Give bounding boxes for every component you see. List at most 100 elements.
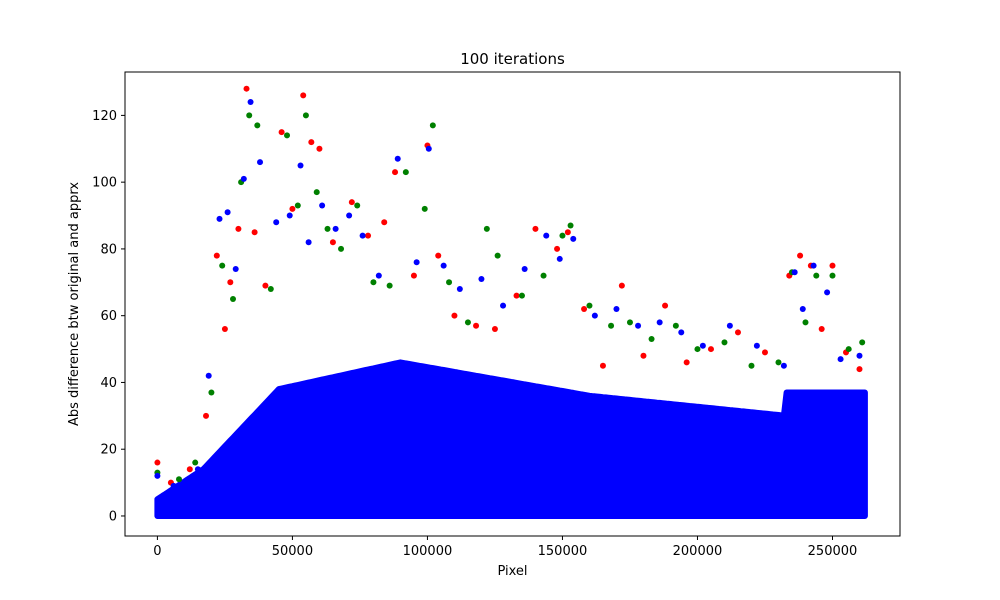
data-point <box>810 262 817 269</box>
data-point <box>208 389 215 396</box>
data-point <box>556 255 563 262</box>
data-point <box>338 245 345 252</box>
data-point <box>227 279 234 286</box>
data-point <box>802 319 809 326</box>
data-point <box>591 312 598 319</box>
data-point <box>365 232 372 239</box>
data-point <box>813 272 820 279</box>
data-point <box>243 85 250 92</box>
data-point <box>346 212 353 219</box>
data-point <box>456 285 463 292</box>
data-point <box>818 326 825 333</box>
data-point <box>761 349 768 356</box>
data-point <box>246 112 253 119</box>
data-point <box>483 225 490 232</box>
y-tick-label: 120 <box>92 109 117 124</box>
data-point <box>375 272 382 279</box>
data-point <box>799 306 806 313</box>
data-point <box>707 346 714 353</box>
data-point <box>170 482 177 489</box>
bulk-blue-points <box>154 359 868 519</box>
data-point <box>154 459 161 466</box>
data-point <box>381 219 388 226</box>
data-point <box>429 122 436 129</box>
data-point <box>213 252 220 259</box>
data-point <box>699 342 706 349</box>
data-point <box>286 212 293 219</box>
data-point <box>824 289 831 296</box>
data-point <box>613 306 620 313</box>
y-axis-ticks: 0 20 40 60 80 100 120 <box>92 109 125 524</box>
data-point <box>186 466 193 473</box>
data-point <box>829 272 836 279</box>
data-point <box>608 322 615 329</box>
y-tick-label: 20 <box>100 443 117 458</box>
data-point <box>554 245 561 252</box>
data-point <box>435 252 442 259</box>
data-point <box>494 252 501 259</box>
data-point <box>518 292 525 299</box>
data-point <box>451 312 458 319</box>
data-point <box>532 225 539 232</box>
data-point <box>859 339 866 346</box>
data-point <box>648 336 655 343</box>
data-point <box>672 322 679 329</box>
data-point <box>205 372 212 379</box>
data-point <box>856 366 863 373</box>
data-point <box>464 319 471 326</box>
data-point <box>329 239 336 246</box>
y-tick-label: 0 <box>109 509 117 524</box>
data-point <box>359 232 366 239</box>
data-point <box>559 232 566 239</box>
data-point <box>257 159 264 166</box>
data-point <box>694 346 701 353</box>
data-point <box>446 279 453 286</box>
data-point <box>683 359 690 366</box>
data-point <box>302 112 309 119</box>
data-point <box>254 122 261 129</box>
bulk-point-cloud <box>154 359 868 519</box>
data-point <box>216 215 223 222</box>
data-point <box>194 466 201 473</box>
data-point <box>797 252 804 259</box>
y-axis-label: Abs difference btw original and apprx <box>67 182 82 426</box>
data-point <box>262 282 269 289</box>
data-point <box>324 225 331 232</box>
data-point <box>837 356 844 363</box>
data-point <box>635 322 642 329</box>
data-point <box>567 222 574 229</box>
data-point <box>402 169 409 176</box>
x-tick-label: 150000 <box>538 544 588 559</box>
x-axis-label: Pixel <box>497 564 527 579</box>
data-point <box>570 235 577 242</box>
data-point <box>734 329 741 336</box>
data-point <box>845 346 852 353</box>
data-point <box>240 175 247 182</box>
data-point <box>251 229 258 236</box>
data-point <box>662 302 669 309</box>
data-point <box>267 285 274 292</box>
data-point <box>203 412 210 419</box>
x-tick-label: 200000 <box>673 544 723 559</box>
data-point <box>678 329 685 336</box>
x-tick-label: 50000 <box>272 544 313 559</box>
data-point <box>308 139 315 146</box>
data-point <box>721 339 728 346</box>
data-point <box>154 472 161 479</box>
data-point <box>232 265 239 272</box>
x-tick-label: 250000 <box>808 544 858 559</box>
y-tick-label: 80 <box>100 242 117 257</box>
x-axis-ticks: 0 50000 100000 150000 200000 250000 <box>153 536 857 559</box>
data-point <box>856 352 863 359</box>
data-point <box>780 362 787 369</box>
plot-area <box>124 71 901 537</box>
data-point <box>413 259 420 266</box>
plot-frame <box>124 71 901 537</box>
data-point <box>425 145 432 152</box>
data-point <box>235 225 242 232</box>
data-point <box>176 476 183 483</box>
x-tick-label: 100000 <box>403 544 453 559</box>
data-point <box>354 202 361 209</box>
y-tick-label: 60 <box>100 309 117 324</box>
